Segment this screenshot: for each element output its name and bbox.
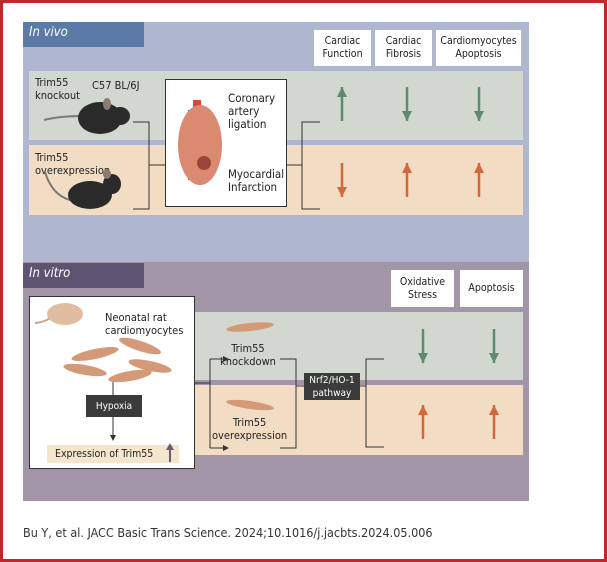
knockout-effect-up-arrow-icon [337, 87, 347, 121]
overexpression-label: Trim55 overexpression [35, 151, 111, 177]
header-cardiac-fibrosis: Cardiac Fibrosis [375, 30, 432, 66]
knockout-effect-down-arrow-icon [402, 87, 412, 121]
heart-icon [178, 100, 222, 185]
expression-up-arrow-icon [166, 443, 174, 462]
knockout-mouse-icon [43, 98, 130, 134]
procedure-label: Coronary artery ligation [228, 91, 276, 131]
in-vitro-connectors [110, 356, 384, 451]
outcome-label: Myocardial Infarction [228, 167, 285, 194]
vitro-overexpression-effect-up-arrow-icon [489, 405, 499, 439]
vitro-overexpression-effect-up-arrow-icon [418, 405, 428, 439]
overexpression-effect-up-arrow-icon [474, 163, 484, 197]
hypoxia-box: Hypoxia [86, 395, 142, 417]
neonatal-rat-icon [34, 303, 83, 325]
caption: Bu Y, et al. JACC Basic Trans Science. 2… [23, 525, 433, 540]
overexpression-effect-down-arrow-icon [337, 163, 347, 197]
vitro-overexpression-label: Trim55 overexpression [212, 416, 288, 442]
in-vivo-tab: In vivo [23, 22, 144, 47]
knockout-label: Trim55 knockout [35, 76, 81, 102]
overexpression-effect-up-arrow-icon [402, 163, 412, 197]
cells-label: Neonatal rat cardiomyocytes [105, 311, 184, 337]
in-vitro-tab: In vitro [23, 263, 144, 288]
header-cardiomyocytes-apoptosis: Cardiomyocytes Apoptosis [436, 30, 521, 66]
header-cardiac-function: Cardiac Function [314, 30, 371, 66]
knockdown-label: Trim55 knockdown [220, 342, 276, 368]
knockdown-effect-down-arrow-icon [489, 329, 499, 363]
header-apoptosis: Apoptosis [460, 270, 523, 307]
expression-strip [47, 445, 179, 463]
strain-label: C57 BL/6J [92, 79, 140, 92]
overexpression-mouse-icon [44, 169, 121, 209]
knockdown-effect-down-arrow-icon [418, 329, 428, 363]
in-vivo-connectors [133, 121, 320, 210]
expression-label: Expression of Trim55 [55, 448, 154, 460]
cardiomyocyte-icons [63, 322, 274, 411]
pathway-box: Nrf2/HO-1 pathway [304, 373, 360, 400]
knockout-effect-down-arrow-icon [474, 87, 484, 121]
header-oxidative-stress: Oxidative Stress [391, 270, 454, 307]
